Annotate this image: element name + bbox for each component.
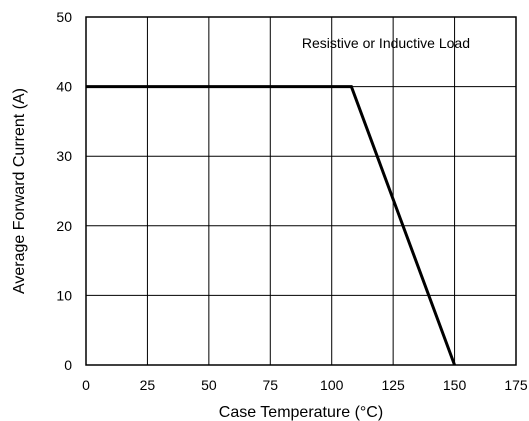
y-tick-label: 30 [56,148,72,164]
x-tick-label: 0 [82,377,90,393]
grid-lines [86,17,516,365]
plot-frame [85,16,517,366]
y-tick-labels: 0 10 20 30 40 50 [56,9,72,373]
annotation-label: Resistive or Inductive Load [302,35,470,51]
x-tick-label: 50 [201,377,217,393]
x-tick-label: 25 [140,377,156,393]
series-layer [86,85,456,366]
y-tick-label: 20 [56,218,72,234]
x-tick-label: 150 [443,377,467,393]
x-tick-labels: 0 25 50 75 100 125 150 175 [82,377,528,393]
y-axis-title: Average Forward Current (A) [11,88,28,294]
x-tick-label: 100 [320,377,344,393]
y-tick-label: 0 [64,357,72,373]
x-tick-label: 175 [504,377,528,393]
x-axis-title: Case Temperature (°C) [219,404,383,421]
x-tick-label: 125 [381,377,405,393]
y-tick-label: 10 [56,287,72,303]
x-tick-label: 75 [262,377,278,393]
y-tick-label: 40 [56,79,72,95]
series-line [86,85,456,366]
y-tick-label: 50 [56,9,72,25]
